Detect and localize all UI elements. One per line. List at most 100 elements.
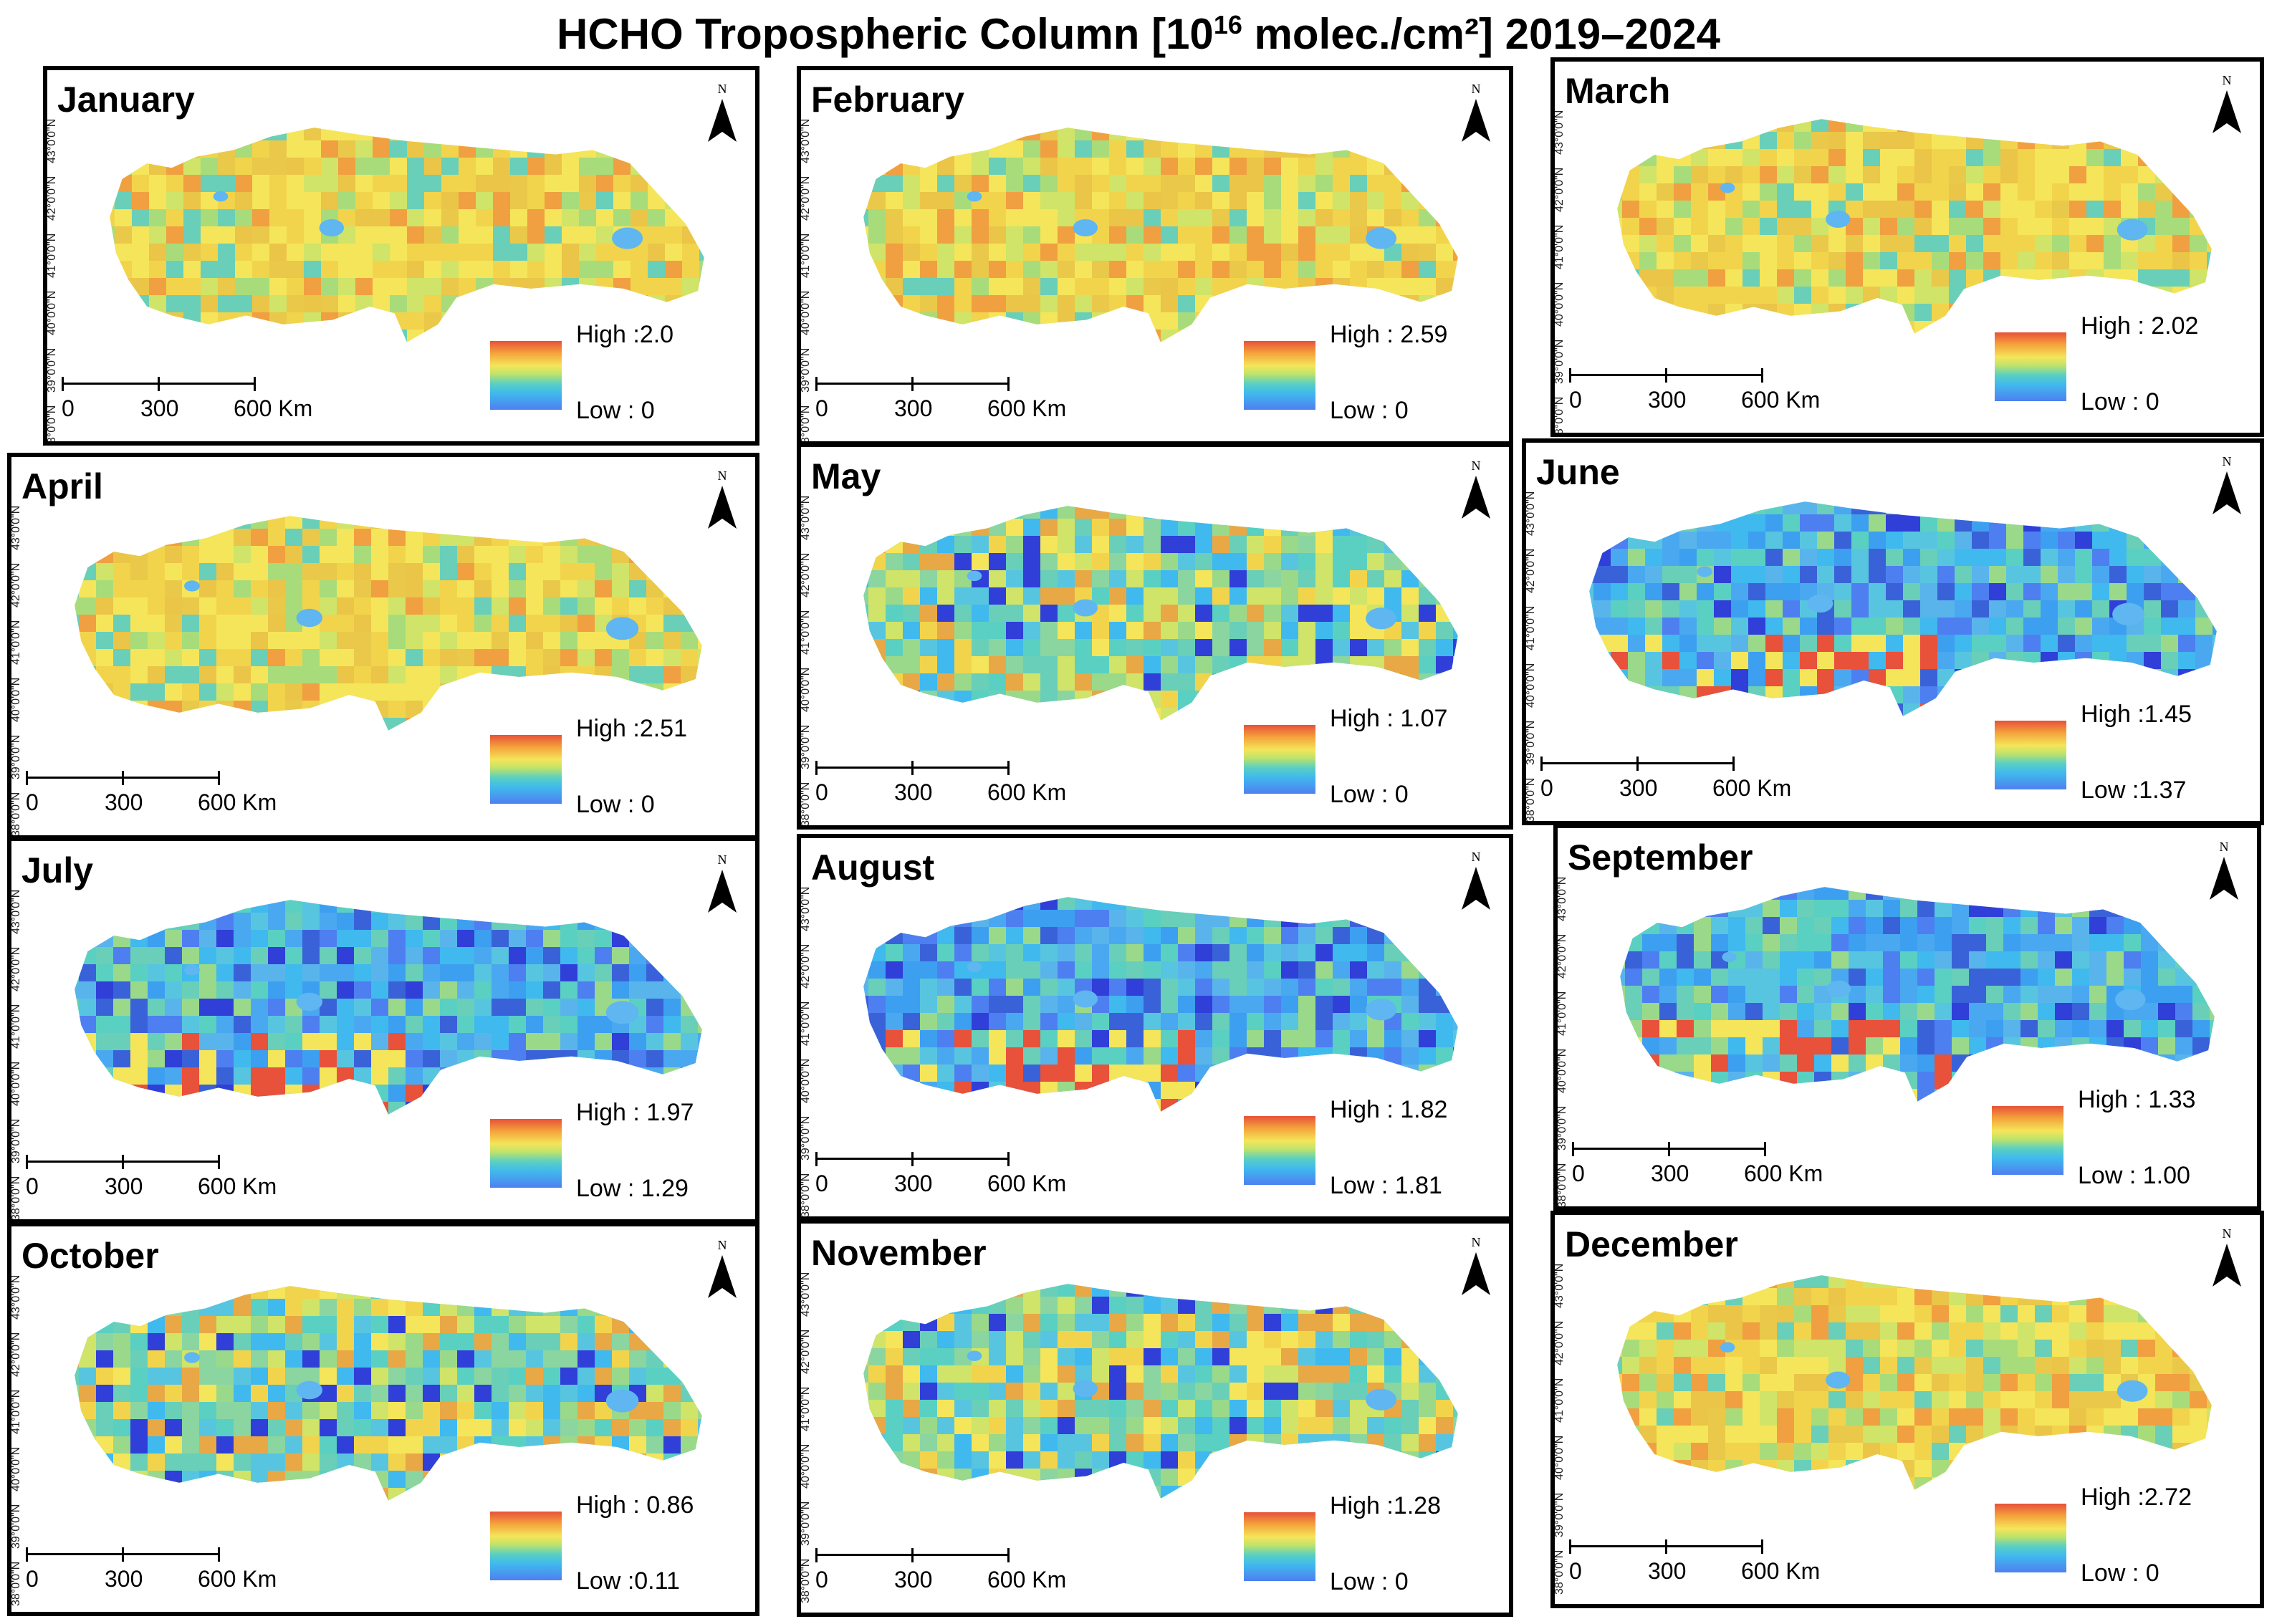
color-legend: High : 1.82 Low : 1.81 bbox=[1244, 1096, 1480, 1203]
latitude-label: 42°0'0"N bbox=[46, 176, 58, 221]
latitude-label: 43°0'0"N bbox=[800, 495, 812, 540]
latitude-label: 41°0'0"N bbox=[800, 610, 812, 655]
legend-color-ramp bbox=[1244, 725, 1315, 794]
legend-low-value: Low : 0 bbox=[2081, 388, 2159, 415]
latitude-label: 41°0'0"N bbox=[800, 1386, 812, 1431]
latitude-label: 42°0'0"N bbox=[800, 552, 812, 597]
scale-label-600: 600 Km bbox=[1712, 775, 1792, 801]
north-label: N bbox=[717, 1238, 727, 1252]
scale-label-0: 0 bbox=[62, 395, 75, 421]
latitude-label: 41°0'0"N bbox=[1553, 1378, 1566, 1423]
latitude-label: 39°0'0"N bbox=[800, 724, 812, 769]
latitude-label: 38°0'0"N bbox=[1553, 396, 1566, 437]
latitude-label: 40°0'0"N bbox=[800, 1443, 812, 1489]
legend-low-value: Low : 0 bbox=[1330, 781, 1409, 808]
scale-label-600: 600 Km bbox=[1741, 387, 1821, 413]
latitude-label: 38°0'0"N bbox=[800, 1558, 812, 1603]
legend-color-ramp bbox=[490, 1512, 562, 1580]
scale-label-300: 300 bbox=[1619, 775, 1658, 801]
north-arrow-icon: N bbox=[708, 469, 737, 533]
legend-high-value: High : 0.86 bbox=[576, 1491, 694, 1519]
color-legend: High : 1.33 Low : 1.00 bbox=[1992, 1086, 2228, 1193]
scale-bar: 0 300 600 Km bbox=[815, 759, 1066, 809]
month-title: May bbox=[811, 456, 881, 496]
scale-label-0: 0 bbox=[815, 1171, 828, 1196]
latitude-label: 42°0'0"N bbox=[10, 1332, 22, 1377]
legend-high-value: High : 2.59 bbox=[1330, 321, 1448, 348]
color-legend: High :1.28 Low : 0 bbox=[1244, 1492, 1480, 1600]
month-title: March bbox=[1565, 71, 1671, 111]
legend-color-ramp bbox=[1995, 721, 2066, 789]
scale-label-300: 300 bbox=[105, 789, 143, 815]
scale-label-0: 0 bbox=[815, 779, 828, 805]
latitude-label: 42°0'0"N bbox=[800, 1329, 812, 1374]
color-legend: High :2.0 Low : 0 bbox=[490, 321, 727, 428]
hcho-map-turkey bbox=[863, 897, 1458, 1112]
latitude-label: 43°0'0"N bbox=[800, 118, 812, 163]
legend-low-value: Low : 1.00 bbox=[2078, 1162, 2190, 1189]
legend-low-value: Low : 0 bbox=[576, 791, 655, 818]
scale-bar: 0 300 600 Km bbox=[26, 1153, 277, 1203]
latitude-label: 42°0'0"N bbox=[800, 943, 812, 989]
latitude-label: 38°0'0"N bbox=[10, 1176, 22, 1221]
month-title: November bbox=[811, 1233, 987, 1273]
latitude-label: 43°0'0"N bbox=[1525, 491, 1537, 536]
latitude-label: 38°0'0"N bbox=[1556, 1163, 1568, 1208]
latitude-label: 38°0'0"N bbox=[10, 792, 22, 837]
scale-bar: 0 300 600 Km bbox=[815, 1150, 1066, 1201]
legend-low-value: Low : 0 bbox=[1330, 397, 1409, 424]
scale-label-0: 0 bbox=[815, 395, 828, 421]
scale-label-300: 300 bbox=[1648, 1558, 1687, 1584]
hcho-map-turkey bbox=[75, 1286, 702, 1501]
north-label: N bbox=[2219, 840, 2229, 854]
latitude-label: 43°0'0"N bbox=[1556, 876, 1568, 921]
scale-label-600: 600 Km bbox=[1741, 1558, 1821, 1584]
north-arrow-icon: N bbox=[708, 82, 737, 146]
latitude-label: 40°0'0"N bbox=[800, 667, 812, 712]
north-label: N bbox=[2222, 454, 2232, 469]
latitude-label: 38°0'0"N bbox=[46, 405, 58, 446]
latitude-label: 40°0'0"N bbox=[10, 1446, 22, 1491]
latitude-label: 38°0'0"N bbox=[800, 405, 812, 446]
scale-bar: 0 300 600 Km bbox=[815, 1547, 1066, 1597]
color-legend: High : 0.86 Low :0.11 bbox=[490, 1491, 727, 1599]
latitude-label: 39°0'0"N bbox=[800, 347, 812, 393]
hcho-map-turkey bbox=[110, 128, 704, 342]
month-title: June bbox=[1536, 452, 1620, 492]
legend-low-value: Low : 0 bbox=[576, 397, 655, 424]
latitude-label: 40°0'0"N bbox=[1525, 663, 1537, 708]
latitude-label: 40°0'0"N bbox=[1553, 282, 1566, 327]
month-title: August bbox=[811, 847, 935, 888]
north-label: N bbox=[717, 852, 727, 867]
north-label: N bbox=[717, 469, 727, 483]
month-panel-january: 43°0'0"N 42°0'0"N 41°0'0"N 40°0'0"N 39°0'0"N… bbox=[43, 66, 759, 446]
legend-high-value: High : 2.02 bbox=[2081, 312, 2199, 340]
legend-low-value: Low : 0 bbox=[1330, 1568, 1409, 1595]
latitude-label: 40°0'0"N bbox=[10, 1061, 22, 1106]
scale-label-600: 600 Km bbox=[198, 1566, 277, 1592]
month-panel-september: 43°0'0"N 42°0'0"N 41°0'0"N 40°0'0"N 39°0'0"N… bbox=[1553, 824, 2261, 1211]
legend-high-value: High : 1.33 bbox=[2078, 1086, 2196, 1113]
legend-high-value: High : 1.82 bbox=[1330, 1096, 1448, 1123]
north-label: N bbox=[1471, 850, 1481, 864]
latitude-label: 41°0'0"N bbox=[800, 233, 812, 278]
scale-label-600: 600 Km bbox=[987, 1567, 1067, 1592]
latitude-label: 43°0'0"N bbox=[800, 1272, 812, 1317]
scale-label-300: 300 bbox=[105, 1566, 143, 1592]
legend-color-ramp bbox=[1244, 341, 1315, 410]
latitude-label: 42°0'0"N bbox=[1553, 1320, 1566, 1365]
month-panel-august: 43°0'0"N 42°0'0"N 41°0'0"N 40°0'0"N 39°0'0"N… bbox=[797, 834, 1513, 1221]
latitude-label: 38°0'0"N bbox=[1553, 1549, 1566, 1595]
latitude-label: 42°0'0"N bbox=[10, 562, 22, 607]
scale-label-300: 300 bbox=[894, 1171, 933, 1196]
month-panel-march: 43°0'0"N 42°0'0"N 41°0'0"N 40°0'0"N 39°0'0"N… bbox=[1550, 57, 2264, 437]
color-legend: High : 1.97 Low : 1.29 bbox=[490, 1099, 727, 1206]
legend-low-value: Low : 0 bbox=[2081, 1560, 2159, 1587]
latitude-label: 41°0'0"N bbox=[10, 620, 22, 665]
hcho-map-turkey bbox=[1617, 1275, 2212, 1490]
legend-color-ramp bbox=[1995, 1504, 2066, 1572]
scale-label-300: 300 bbox=[894, 779, 933, 805]
north-arrow-icon: N bbox=[1462, 82, 1490, 146]
latitude-label: 40°0'0"N bbox=[46, 290, 58, 335]
figure-title: HCHO Tropospheric Column [1016 molec./cm… bbox=[557, 10, 1720, 58]
